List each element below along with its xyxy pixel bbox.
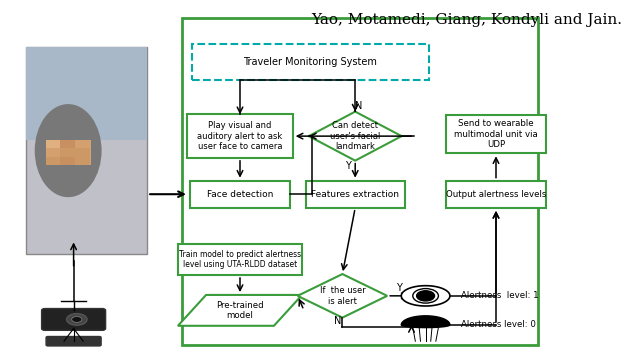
FancyBboxPatch shape [42,309,106,330]
FancyBboxPatch shape [60,140,75,148]
Text: Face detection: Face detection [207,190,273,199]
Text: Traveler Monitoring System: Traveler Monitoring System [243,57,378,67]
FancyBboxPatch shape [76,148,90,157]
Text: N: N [355,101,362,111]
Polygon shape [401,286,450,306]
FancyBboxPatch shape [447,115,545,153]
FancyBboxPatch shape [306,180,405,208]
Polygon shape [401,316,450,327]
FancyBboxPatch shape [46,140,60,148]
Text: N: N [333,316,341,326]
FancyBboxPatch shape [46,148,60,157]
FancyBboxPatch shape [46,337,101,346]
Text: Output alertness levels: Output alertness levels [446,190,546,199]
FancyBboxPatch shape [46,140,91,165]
Text: If  the user
is alert: If the user is alert [319,286,365,306]
Text: Play visual and
auditory alert to ask
user face to camera: Play visual and auditory alert to ask us… [197,121,283,151]
FancyBboxPatch shape [76,140,90,148]
Polygon shape [298,274,387,318]
FancyBboxPatch shape [26,47,147,254]
Text: Can detect
user's facial
landmark: Can detect user's facial landmark [330,121,380,151]
Text: Alertness level: 0: Alertness level: 0 [461,321,536,329]
Polygon shape [178,295,302,326]
Text: Train model to predict alertness
level using UTA-RLDD dataset: Train model to predict alertness level u… [179,250,301,269]
FancyBboxPatch shape [26,47,147,140]
Polygon shape [309,112,402,160]
FancyBboxPatch shape [60,148,75,157]
Text: Send to wearable
multimodal unit via
UDP: Send to wearable multimodal unit via UDP [454,119,538,149]
FancyBboxPatch shape [177,244,302,275]
Circle shape [72,317,82,322]
FancyBboxPatch shape [191,180,290,208]
Text: Y: Y [396,284,402,294]
Text: Pre-trained
model: Pre-trained model [216,301,264,320]
Text: Y: Y [344,161,351,171]
Ellipse shape [35,104,102,197]
Text: Features extraction: Features extraction [311,190,399,199]
Circle shape [67,314,87,325]
Text: Yao, Motamedi, Giang, Kondyli and Jain.: Yao, Motamedi, Giang, Kondyli and Jain. [312,13,623,27]
FancyBboxPatch shape [192,44,429,80]
FancyBboxPatch shape [187,114,293,158]
FancyBboxPatch shape [76,157,90,165]
Text: Alertness  level: 1: Alertness level: 1 [461,291,538,300]
FancyBboxPatch shape [60,157,75,165]
FancyBboxPatch shape [182,18,538,345]
FancyBboxPatch shape [447,180,545,208]
Circle shape [417,291,435,301]
FancyBboxPatch shape [46,157,60,165]
